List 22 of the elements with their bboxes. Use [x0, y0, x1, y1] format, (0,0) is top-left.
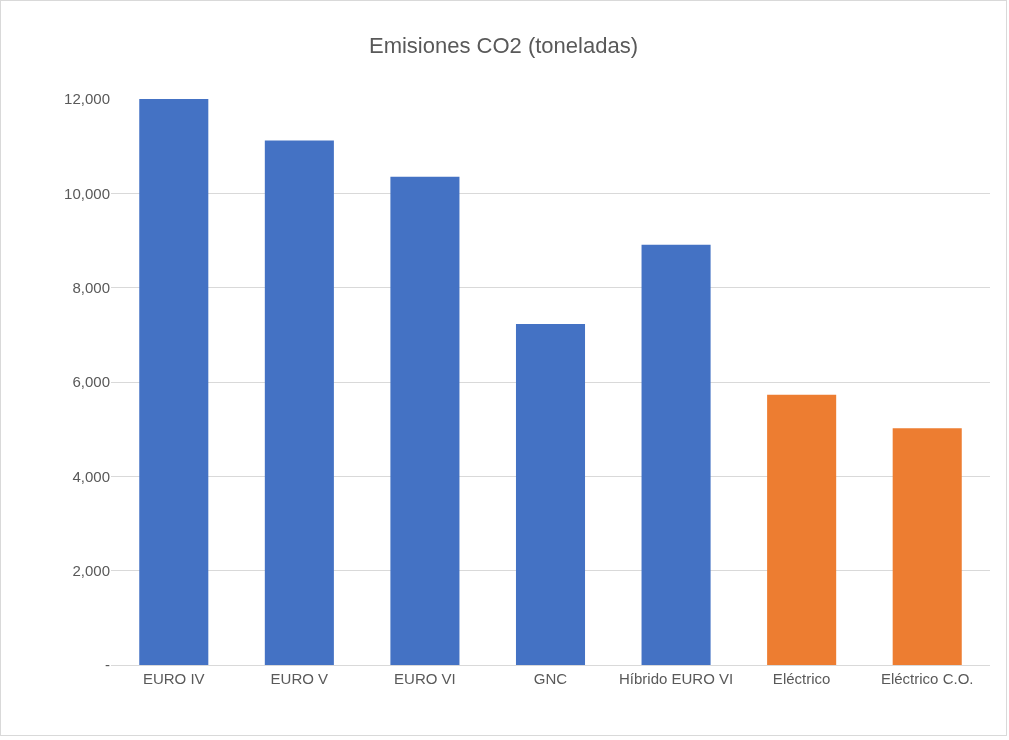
x-tick-label: EURO VI [394, 670, 456, 687]
bar [264, 140, 334, 665]
y-tick-label: 4,000 [72, 467, 110, 485]
x-tick-label: Eléctrico [772, 670, 831, 687]
bar [892, 428, 962, 665]
y-tick-label: 2,000 [72, 561, 110, 579]
bar [767, 394, 837, 665]
x-tick-label: GNC [533, 670, 568, 687]
y-tick-label: 10,000 [64, 184, 110, 202]
chart-title: Emisiones CO2 (toneladas) [368, 33, 639, 59]
x-tick-label: EURO V [270, 670, 329, 687]
y-tick-label: 12,000 [64, 90, 110, 108]
bar [641, 244, 711, 665]
y-tick-label: - [105, 656, 110, 674]
bar [139, 99, 209, 665]
x-tick-label: Eléctrico C.O. [880, 670, 974, 687]
bar [390, 176, 460, 665]
x-tick-label: EURO IV [142, 670, 205, 687]
y-tick-label: 6,000 [72, 373, 110, 391]
bar [515, 323, 586, 665]
y-tick-label: 8,000 [72, 278, 110, 296]
x-tick-label: Híbrido EURO VI [618, 670, 734, 687]
